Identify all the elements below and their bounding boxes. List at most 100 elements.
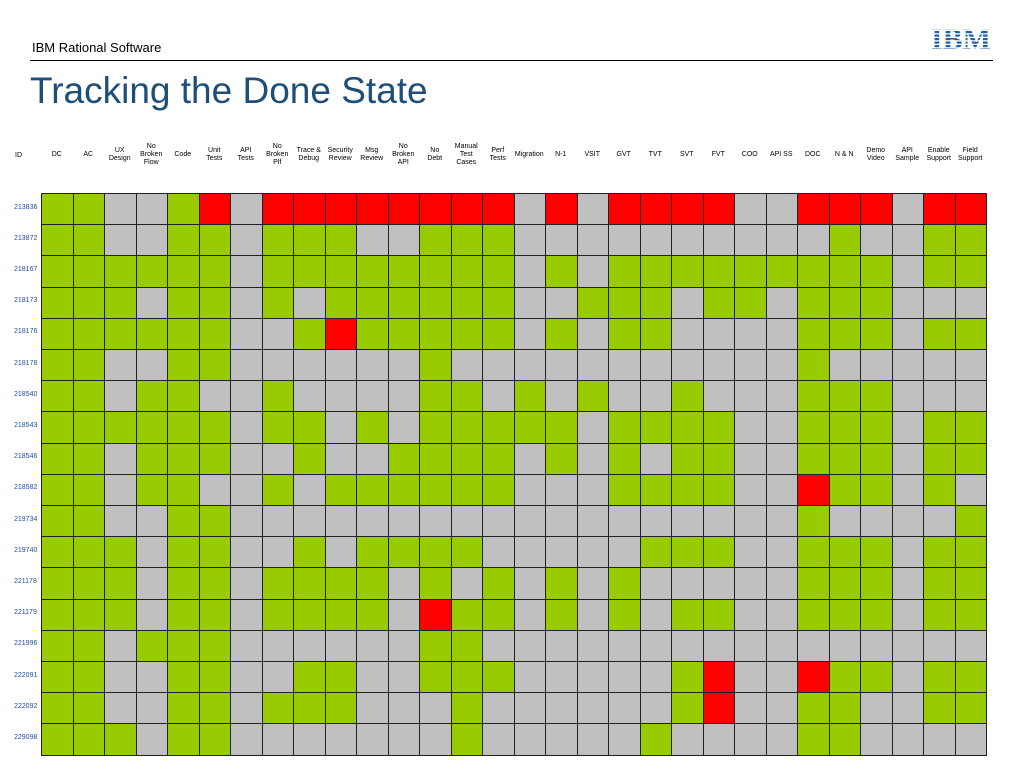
- status-cell: [198, 255, 231, 288]
- status-cell: [545, 661, 578, 694]
- status-cell: [135, 473, 168, 506]
- status-cell: [198, 317, 231, 350]
- status-cell: [797, 286, 830, 319]
- status-cell: [891, 629, 924, 662]
- status-cell: [639, 411, 672, 444]
- status-cell: [513, 473, 546, 506]
- status-cell: [167, 723, 200, 756]
- status-cell: [828, 473, 861, 506]
- status-cell: [387, 473, 420, 506]
- status-cell: [576, 598, 609, 631]
- status-cell: [513, 692, 546, 725]
- column-header-line: Debug: [298, 155, 320, 162]
- status-cell: [797, 317, 830, 350]
- status-cell: [891, 442, 924, 475]
- status-cell: [450, 286, 483, 319]
- status-cell: [608, 224, 641, 257]
- status-cell: [828, 224, 861, 257]
- status-cell: [860, 349, 893, 382]
- status-cell: [293, 411, 326, 444]
- status-cell: [765, 317, 798, 350]
- status-cell: [576, 473, 609, 506]
- status-cell: [608, 286, 641, 319]
- status-cell: [324, 411, 357, 444]
- status-cell: [135, 193, 168, 226]
- status-cell: [198, 380, 231, 413]
- column-header-line: Broken: [140, 151, 163, 158]
- row-id: 222091: [14, 671, 38, 679]
- status-cell: [576, 723, 609, 756]
- status-cell: [545, 723, 578, 756]
- status-cell: [324, 598, 357, 631]
- status-cell: [513, 505, 546, 538]
- status-cell: [671, 661, 704, 694]
- column-header-line: Review: [328, 155, 352, 162]
- status-cell: [104, 629, 137, 662]
- status-cell: [954, 380, 987, 413]
- status-cell: [261, 224, 294, 257]
- status-cell: [293, 317, 326, 350]
- status-cell: [828, 349, 861, 382]
- column-header: DOC: [795, 138, 831, 172]
- status-cell: [482, 567, 515, 600]
- status-cell: [671, 598, 704, 631]
- row-id: 213836: [14, 203, 38, 211]
- status-cell: [261, 317, 294, 350]
- status-cell: [72, 661, 105, 694]
- status-cell: [513, 255, 546, 288]
- status-cell: [671, 692, 704, 725]
- status-cell: [419, 473, 452, 506]
- status-cell: [324, 505, 357, 538]
- status-cell: [639, 505, 672, 538]
- status-cell: [891, 349, 924, 382]
- status-cell: [41, 224, 74, 257]
- status-cell: [324, 692, 357, 725]
- status-cell: [230, 505, 263, 538]
- status-cell: [261, 380, 294, 413]
- status-cell: [482, 380, 515, 413]
- status-cell: [923, 536, 956, 569]
- status-cell: [513, 629, 546, 662]
- status-cell: [702, 692, 735, 725]
- column-header-line: Demo: [866, 147, 886, 154]
- status-cell: [639, 193, 672, 226]
- status-cell: [293, 723, 326, 756]
- status-cell: [72, 442, 105, 475]
- status-cell: [356, 255, 389, 288]
- status-cell: [923, 505, 956, 538]
- column-header: VSIT: [575, 138, 611, 172]
- status-cell: [576, 536, 609, 569]
- status-cell: [891, 473, 924, 506]
- status-cell: [797, 629, 830, 662]
- status-cell: [356, 505, 389, 538]
- status-cell: [576, 411, 609, 444]
- status-cell: [41, 629, 74, 662]
- row-id: 213872: [14, 234, 38, 242]
- status-cell: [797, 411, 830, 444]
- column-header-line: Security: [327, 147, 353, 154]
- status-cell: [482, 349, 515, 382]
- status-cell: [293, 629, 326, 662]
- column-header: Manual Test Cases: [449, 138, 485, 172]
- column-header-line: Enable: [927, 147, 950, 154]
- status-cell: [671, 567, 704, 600]
- status-cell: [167, 661, 200, 694]
- status-cell: [135, 411, 168, 444]
- status-cell: [765, 505, 798, 538]
- status-cell: [860, 505, 893, 538]
- status-cell: [198, 598, 231, 631]
- column-header-line: No: [398, 143, 408, 150]
- status-cell: [135, 661, 168, 694]
- column-header: SVT: [669, 138, 705, 172]
- status-cell: [702, 411, 735, 444]
- status-cell: [797, 661, 830, 694]
- status-cell: [419, 317, 452, 350]
- status-cell: [734, 629, 767, 662]
- status-cell: [387, 629, 420, 662]
- status-cell: [482, 317, 515, 350]
- status-cell: [702, 224, 735, 257]
- status-cell: [923, 629, 956, 662]
- status-cell: [576, 567, 609, 600]
- status-cell: [419, 598, 452, 631]
- status-cell: [41, 411, 74, 444]
